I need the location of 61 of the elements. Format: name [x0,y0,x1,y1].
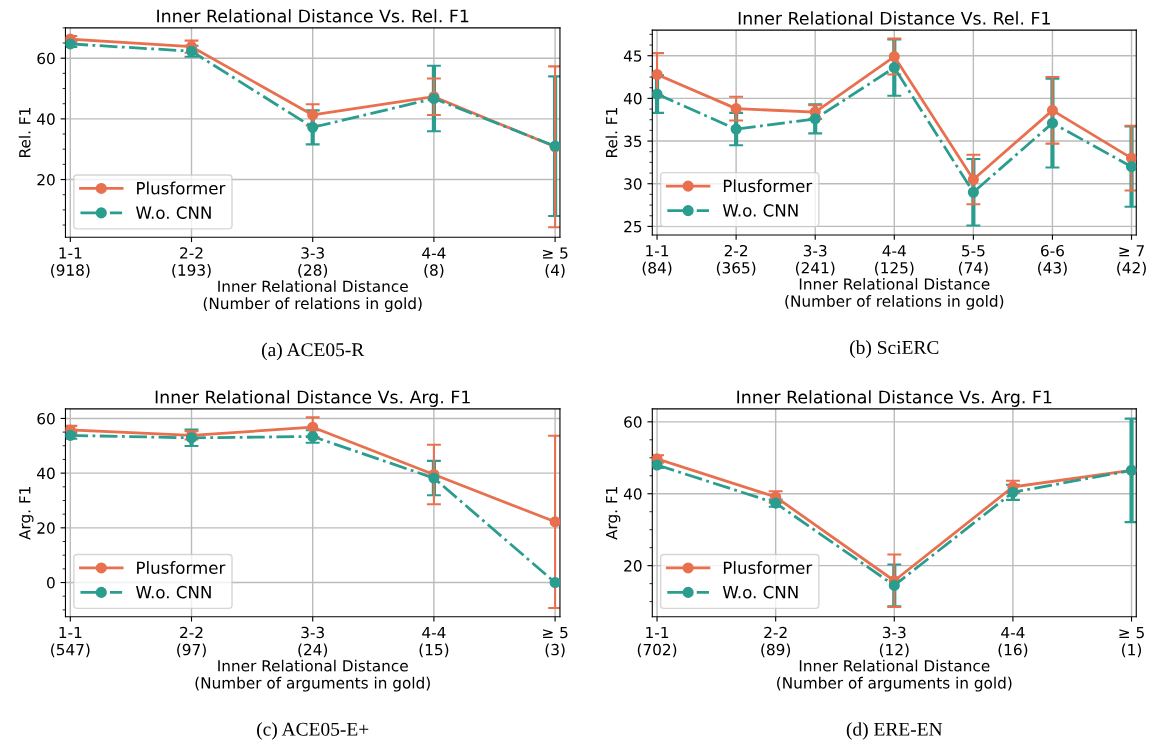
y-tick-label: 30 [624,178,642,190]
x-tick-label: 3-3 (241) [795,244,835,276]
x-tick-label: 2-2 (365) [716,244,756,276]
y-tick-label: 60 [624,416,642,428]
y-axis-title: Arg. F1 [606,487,621,540]
x-tick-label: 1-1 (918) [51,247,90,278]
x-tick-label: 4-4 (16) [998,626,1028,658]
legend-label: W.o. CNN [136,206,211,219]
x-tick-label: 1-1 (84) [642,245,672,276]
text: (d) ERE-EN [846,722,943,740]
legend-label: W.o. CNN [722,204,798,217]
x-tick-label: 6-6 (43) [1038,244,1067,276]
x-tick-label: 2-2 (97) [177,626,206,658]
y-tick-label: 20 [37,522,55,534]
x-tick-label: 4-4 (15) [419,626,449,658]
text: (c) ACE05-E+ [257,722,369,740]
legend-label: W.o. CNN [136,585,211,599]
y-axis-title: Rel. F1 [605,108,618,157]
x-axis-title: Inner Relational Distance (Number of arguments in gold) [777,659,1012,692]
chart-title: Inner Relational Distance Vs. Arg. F1 [155,390,470,407]
y-tick-label: 45 [623,50,642,62]
legend-label: W.o. CNN [722,585,798,599]
x-tick-label: ≥ 5 (4) [543,247,568,278]
legend-label: Plusformer [723,179,813,193]
x-axis-title: Inner Relational Distance (Number of relations in gold) [785,277,1004,310]
x-tick-label: 4-4 (125) [875,245,914,276]
y-tick-label: 40 [623,488,642,500]
chart-title: Inner Relational Distance Vs. Arg. F1 [737,390,1052,407]
legend-label: Plusformer [137,181,226,195]
x-tick-label: 2-2 (89) [761,626,791,658]
text: (a) ACE05-R [261,342,365,361]
x-tick-label: 4-4 (8) [422,247,446,278]
x-tick-label: ≥ 5 (3) [543,626,568,658]
x-axis-title: Inner Relational Distance (Number of arguments in gold) [195,659,430,692]
x-tick-label: ≥ 7 (42) [1117,245,1146,276]
x-tick-label: 2-2 (193) [172,247,211,278]
y-tick-label: 25 [624,220,642,233]
x-axis-title: Inner Relational Distance (Number of relations in gold) [203,280,422,313]
y-tick-label: 60 [37,412,55,425]
x-tick-label: ≥ 5 (1) [1119,626,1144,658]
x-tick-label: 1-1 (702) [637,626,677,658]
x-tick-label: 1-1 (547) [51,626,90,658]
y-tick-label: 20 [624,560,642,572]
y-tick-label: 35 [624,135,642,148]
y-axis-title: Rel. F1 [18,108,31,157]
y-tick-label: 60 [37,52,55,65]
y-tick-label: 20 [37,174,55,186]
x-tick-label: 5-5 (74) [959,245,988,276]
y-tick-label: 40 [37,467,55,480]
chart-title: Inner Relational Distance Vs. Rel. F1 [738,11,1050,25]
x-tick-label: 3-3 (12) [879,626,909,658]
y-tick-label: 0 [47,576,55,589]
x-tick-label: 3-3 (28) [298,247,328,278]
text: (b) SciERC [850,340,939,358]
x-tick-label: 3-3 (24) [298,626,328,658]
legend-label: Plusformer [723,561,813,575]
chart-title: Inner Relational Distance Vs. Rel. F1 [157,9,469,23]
y-axis-title: Arg. F1 [19,487,34,540]
legend-label: Plusformer [137,561,226,575]
y-tick-label: 40 [623,92,642,105]
y-tick-label: 40 [37,113,55,125]
